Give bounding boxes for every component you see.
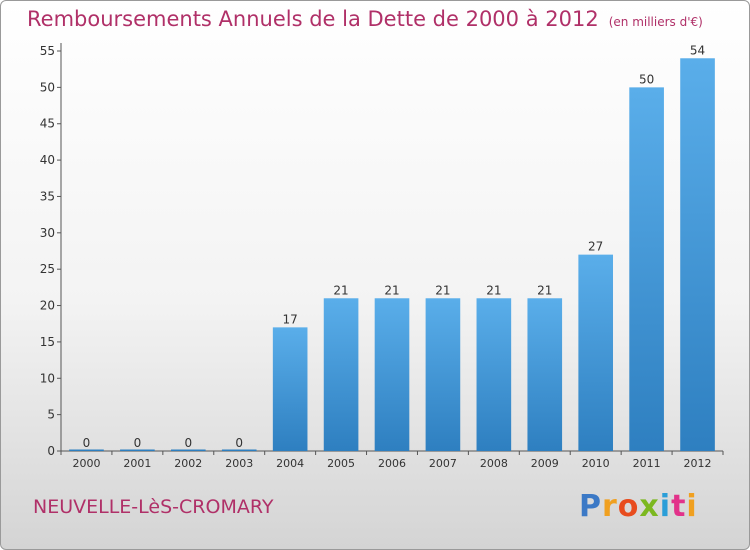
bar-2012 bbox=[680, 58, 715, 451]
x-tick-label: 2009 bbox=[531, 457, 559, 470]
y-tick-label: 50 bbox=[40, 80, 55, 94]
logo-letter: P bbox=[579, 489, 602, 524]
y-tick-label: 5 bbox=[47, 408, 55, 422]
bar-2008 bbox=[476, 298, 512, 451]
bar-2003 bbox=[221, 449, 257, 451]
x-tick-label: 2001 bbox=[123, 457, 151, 470]
logo-letter: r bbox=[602, 489, 618, 524]
x-tick-label: 2005 bbox=[327, 457, 355, 470]
y-tick-label: 10 bbox=[40, 371, 55, 385]
y-tick-label: 45 bbox=[40, 117, 55, 131]
bar-2001 bbox=[120, 449, 155, 451]
x-tick-label: 2006 bbox=[378, 457, 406, 470]
y-tick-label: 20 bbox=[40, 299, 55, 313]
bars: 0 0 0 0 17 21 21 21 21 21 27 50 54 bbox=[69, 43, 715, 451]
proxiti-logo: Proxiti bbox=[579, 489, 698, 524]
axes: 0 5 10 15 20 25 30 35 40 45 50 55 2000 2001 2002 2003 20… bbox=[40, 43, 724, 470]
x-tick-label: 2002 bbox=[174, 457, 202, 470]
chart-title: Remboursements Annuels de la Dette de 20… bbox=[27, 7, 703, 31]
x-tick-label: 2003 bbox=[225, 457, 253, 470]
x-tick-label: 2004 bbox=[276, 457, 304, 470]
x-tick-label: 2000 bbox=[72, 457, 100, 470]
bar-2005 bbox=[323, 298, 359, 451]
logo-letter: i bbox=[686, 489, 698, 524]
chart-unit: (en milliers d'€) bbox=[608, 15, 703, 29]
y-tick-label: 0 bbox=[47, 444, 55, 458]
bar-2004 bbox=[272, 327, 308, 451]
data-label-2010: 27 bbox=[588, 240, 603, 254]
data-label-2006: 21 bbox=[384, 283, 399, 297]
bar-2002 bbox=[170, 449, 206, 451]
data-label-2003: 0 bbox=[235, 436, 243, 450]
data-label-2001: 0 bbox=[134, 436, 142, 450]
data-label-2004: 17 bbox=[283, 312, 298, 326]
x-tick-label: 2008 bbox=[480, 457, 508, 470]
data-label-2000: 0 bbox=[83, 436, 91, 450]
x-tick-label: 2012 bbox=[684, 457, 712, 470]
y-tick-label: 35 bbox=[40, 189, 55, 203]
x-tick-label: 2010 bbox=[582, 457, 610, 470]
y-tick-label: 55 bbox=[40, 44, 55, 58]
bar-2010 bbox=[578, 254, 614, 451]
data-label-2005: 21 bbox=[333, 283, 348, 297]
data-label-2009: 21 bbox=[537, 283, 552, 297]
logo-letter: o bbox=[617, 489, 640, 524]
bar-2009 bbox=[527, 298, 563, 451]
data-label-2007: 21 bbox=[435, 283, 450, 297]
bar-2000 bbox=[69, 449, 104, 451]
data-label-2012: 54 bbox=[690, 43, 705, 57]
y-tick-label: 40 bbox=[40, 153, 55, 167]
y-tick-label: 25 bbox=[40, 262, 55, 276]
data-label-2008: 21 bbox=[486, 283, 501, 297]
data-label-2011: 50 bbox=[639, 72, 654, 86]
logo-letter: t bbox=[671, 489, 687, 524]
x-tick-label: 2011 bbox=[633, 457, 661, 470]
x-tick-label: 2007 bbox=[429, 457, 457, 470]
bar-2011 bbox=[629, 87, 664, 451]
logo-letter: i bbox=[659, 489, 672, 524]
y-tick-label: 15 bbox=[40, 335, 55, 349]
data-label-2002: 0 bbox=[184, 436, 192, 450]
chart-title-text: Remboursements Annuels de la Dette de 20… bbox=[27, 7, 599, 31]
town-name: NEUVELLE-LèS-CROMARY bbox=[33, 496, 274, 518]
bar-2007 bbox=[425, 298, 461, 451]
logo-letter: x bbox=[639, 489, 660, 524]
y-tick-label: 30 bbox=[40, 226, 55, 240]
bar-2006 bbox=[374, 298, 410, 451]
